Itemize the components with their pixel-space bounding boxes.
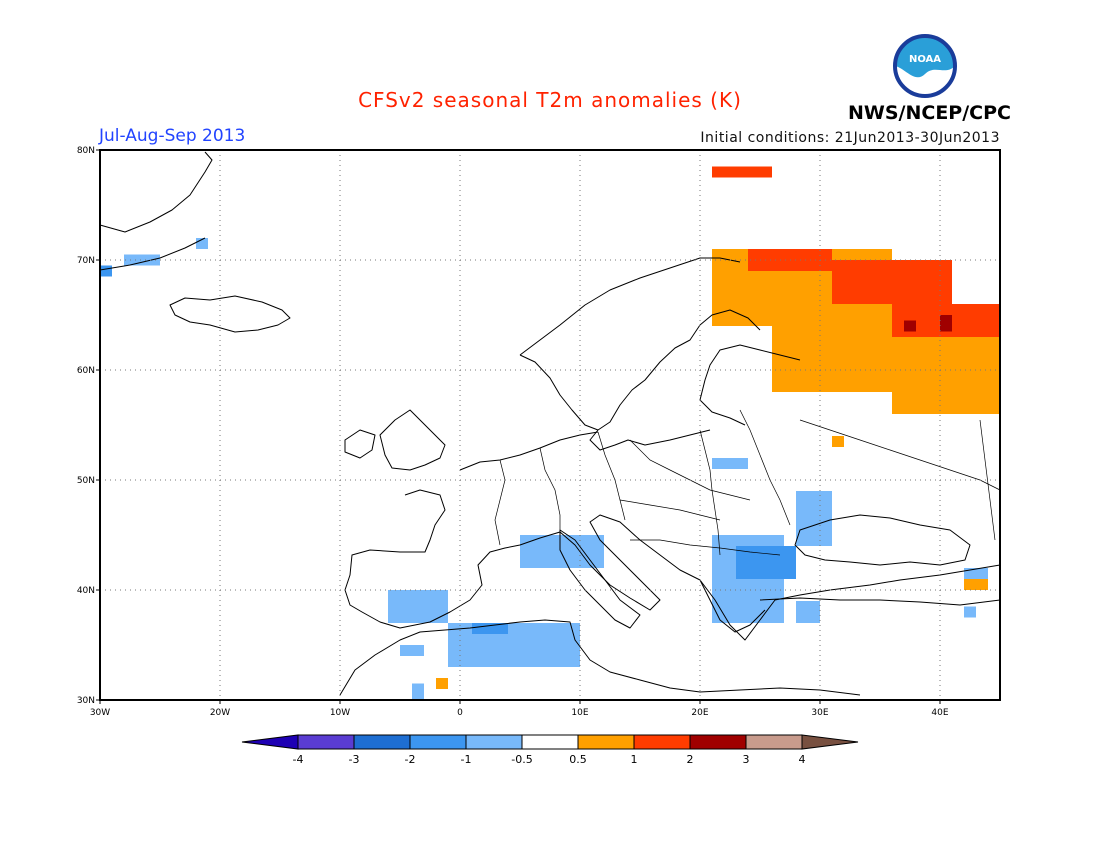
colorbar-segment (801, 734, 859, 750)
lon-tick-label: 10W (330, 708, 350, 718)
lat-tick-label: 80N (77, 146, 95, 156)
forecast-period: Jul-Aug-Sep 2013 (99, 126, 246, 146)
anomaly-cell (832, 436, 844, 447)
anomaly-cell (124, 254, 160, 266)
anomaly-cell (964, 568, 988, 579)
anomaly-cells (100, 166, 1000, 700)
colorbar-label: 2 (687, 753, 694, 766)
anomaly-cell (796, 491, 832, 546)
anomaly-cell (520, 535, 604, 568)
colorbar-label: -3 (349, 753, 360, 766)
initial-conditions: Initial conditions: 21Jun2013-30Jun2013 (700, 130, 1000, 146)
lat-tick-label: 30N (77, 696, 95, 706)
anomaly-cell (712, 458, 748, 469)
colorbar-segment (297, 734, 355, 750)
colorbar-label: 0.5 (569, 753, 587, 766)
lon-tick-label: 20W (210, 708, 230, 718)
lat-tick-label: 70N (77, 256, 95, 266)
anomaly-cell (904, 320, 916, 332)
anomaly-cell (712, 166, 772, 178)
coastlines (99, 151, 1001, 696)
anomaly-cell (472, 623, 508, 634)
anomaly-cell (832, 260, 952, 304)
anomaly-cell (196, 238, 208, 249)
map-frame (99, 149, 1001, 701)
colorbar-segment (465, 734, 523, 750)
lat-tick-label: 40N (77, 586, 95, 596)
noaa-logo: NOAA (893, 34, 957, 98)
colorbar-segment (241, 734, 299, 750)
colorbar-label: 4 (799, 753, 806, 766)
lon-tick-label: 20E (691, 708, 708, 718)
lon-tick-label: 10E (571, 708, 588, 718)
colorbar: -4 -3 -2 -1 -0.5 0.5 1 2 3 4 (241, 734, 859, 766)
anomaly-cell (412, 683, 424, 700)
lon-tick-label: 30E (811, 708, 828, 718)
colorbar-segment (353, 734, 411, 750)
anomaly-cell (436, 678, 448, 689)
colorbar-segment (577, 734, 635, 750)
colorbar-segment (409, 734, 467, 750)
lon-tick-label: 0 (457, 708, 463, 718)
anomaly-cell (100, 265, 112, 277)
anomaly-cell (940, 315, 952, 332)
anomaly-cell (964, 606, 976, 618)
lon-tick-label: 30W (90, 708, 110, 718)
anomaly-cell (448, 623, 580, 667)
lat-tick-label: 50N (77, 476, 95, 486)
lat-tick-label: 60N (77, 366, 95, 376)
axis-ticks: 30W 20W 10W 0 10E 20E 30E 40E 30N 40N 50N 60N 70N 80N (77, 146, 949, 718)
colorbar-segment (689, 734, 747, 750)
colorbar-label: -0.5 (511, 753, 532, 766)
colorbar-segment (745, 734, 803, 750)
map-grid (100, 150, 1000, 700)
colorbar-label: -1 (461, 753, 472, 766)
country-borders (494, 409, 1001, 556)
colorbar-segment (521, 734, 579, 750)
noaa-logo-text: NOAA (909, 54, 941, 65)
map-title: CFSv2 seasonal T2m anomalies (K) (358, 88, 742, 112)
colorbar-segment (633, 734, 691, 750)
anomaly-cell (736, 546, 796, 579)
anomaly-cell (772, 326, 892, 392)
colorbar-label: 3 (743, 753, 750, 766)
lon-tick-label: 40E (931, 708, 948, 718)
agency-label: NWS/NCEP/CPC (848, 102, 1011, 124)
colorbar-label: 1 (631, 753, 638, 766)
colorbar-label: -4 (293, 753, 304, 766)
anomaly-cell (796, 601, 820, 623)
colorbar-label: -2 (405, 753, 416, 766)
anomaly-cell (400, 645, 424, 656)
